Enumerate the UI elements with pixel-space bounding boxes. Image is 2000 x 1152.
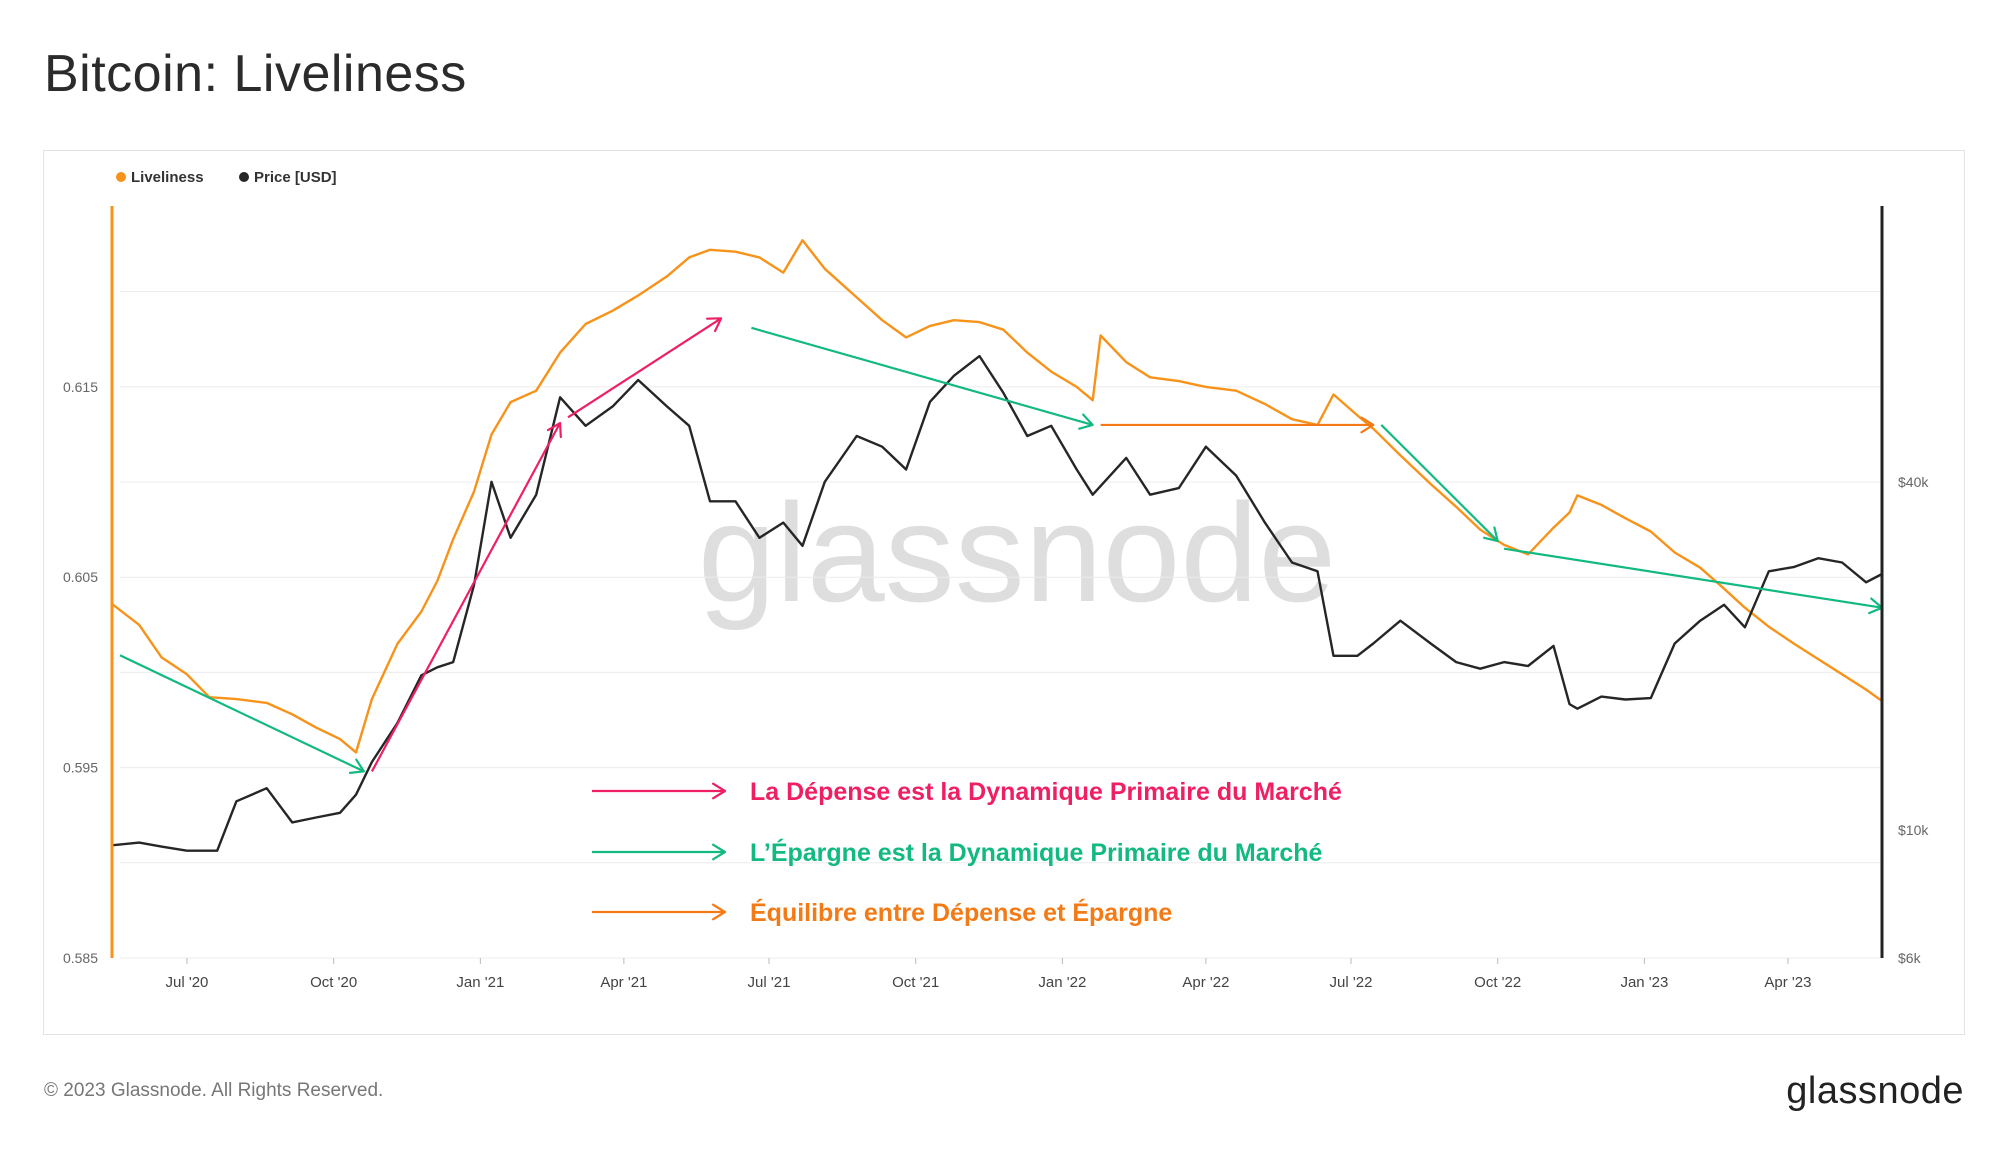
- saving-trend-arrow-head: [1078, 413, 1094, 430]
- spending-trend-arrow: [567, 317, 723, 419]
- y-right-tick-label: $6k: [1898, 950, 1922, 966]
- grid-lines: [120, 291, 1882, 959]
- y-right-tick-label: $10k: [1898, 822, 1929, 838]
- equilibrium-annotation-label: Équilibre entre Dépense et Épargne: [750, 898, 1172, 927]
- x-tick-label: Oct '22: [1474, 974, 1521, 991]
- spending-trend-arrow-shaft: [370, 422, 562, 772]
- price-legend-dot: [239, 172, 249, 182]
- x-tick-label: Jul '20: [166, 974, 209, 991]
- spending-key-arrow: [592, 782, 727, 800]
- x-tick-label: Apr '23: [1764, 974, 1811, 991]
- series-lines: [111, 239, 1883, 852]
- x-tick-label: Oct '20: [310, 974, 357, 991]
- spending-key-arrow-head: [712, 782, 727, 800]
- x-tick-label: Jan '21: [456, 974, 504, 991]
- trend-arrows: [119, 317, 1884, 774]
- price-legend-label: Price [USD]: [254, 169, 337, 186]
- axes: 0.585 0.595 0.605 0.615 $6k $10k $40k Jul '20 Oc…: [63, 206, 1929, 991]
- saving-trend-arrow-shaft: [751, 326, 1093, 426]
- saving-trend-arrow: [1380, 424, 1499, 543]
- saving-trend-arrow-shaft: [1380, 424, 1499, 542]
- chart-panel: glassnode 0.585 0.595 0.605 0.615 $6k $10k $40…: [43, 150, 1965, 1035]
- equilibrium-key-arrow: [592, 903, 727, 921]
- spending-trend-arrow-shaft: [567, 317, 722, 419]
- price-line: [111, 354, 1883, 852]
- saving-trend-arrow-shaft: [1503, 547, 1883, 609]
- saving-trend-arrow: [751, 326, 1094, 430]
- saving-trend-arrow: [119, 654, 366, 774]
- x-tick-label: Jul '22: [1330, 974, 1373, 991]
- spending-trend-arrow: [370, 421, 562, 772]
- liveliness-line: [111, 239, 1883, 754]
- x-tick-label: Jul '21: [748, 974, 791, 991]
- y-left-tick-label: 0.605: [63, 569, 98, 585]
- y-left-tick-label: 0.615: [63, 379, 98, 395]
- saving-key-arrow-head: [712, 843, 727, 861]
- watermark: glassnode: [698, 474, 1336, 631]
- liveliness-legend-label: Liveliness: [131, 169, 204, 186]
- chart-svg: glassnode 0.585 0.595 0.605 0.615 $6k $10k $40…: [63, 169, 1929, 991]
- footer-copyright: © 2023 Glassnode. All Rights Reserved.: [44, 1080, 384, 1101]
- page-title: Bitcoin: Liveliness: [44, 45, 467, 103]
- y-left-tick-label: 0.595: [63, 760, 98, 776]
- saving-annotation-label: L’Épargne est la Dynamique Primaire du M…: [750, 838, 1323, 867]
- annotation-legend: La Dépense est la Dynamique Primaire du …: [592, 778, 1342, 927]
- legend: Liveliness Price [USD]: [116, 169, 337, 186]
- equilibrium-trend-arrow-head: [1360, 416, 1375, 434]
- x-tick-label: Jan '22: [1038, 974, 1086, 991]
- x-tick-label: Apr '21: [600, 974, 647, 991]
- x-tick-label: Apr '22: [1182, 974, 1229, 991]
- spending-trend-arrow-head: [706, 317, 723, 333]
- spending-annotation-label: La Dépense est la Dynamique Primaire du …: [750, 778, 1342, 806]
- saving-key-arrow: [592, 843, 727, 861]
- y-left-tick-label: 0.585: [63, 950, 98, 966]
- y-right-tick-label: $40k: [1898, 474, 1929, 490]
- liveliness-legend-dot: [116, 172, 126, 182]
- saving-trend-arrow-shaft: [119, 654, 365, 773]
- x-tick-label: Jan '23: [1620, 974, 1668, 991]
- spending-trend-arrow-head: [546, 421, 562, 439]
- saving-trend-arrow-head: [1483, 526, 1499, 543]
- equilibrium-key-arrow-head: [712, 903, 727, 921]
- x-tick-label: Oct '21: [892, 974, 939, 991]
- equilibrium-trend-arrow: [1100, 416, 1375, 434]
- glassnode-logo: glassnode: [1786, 1070, 1964, 1112]
- saving-trend-arrow-head: [348, 758, 366, 774]
